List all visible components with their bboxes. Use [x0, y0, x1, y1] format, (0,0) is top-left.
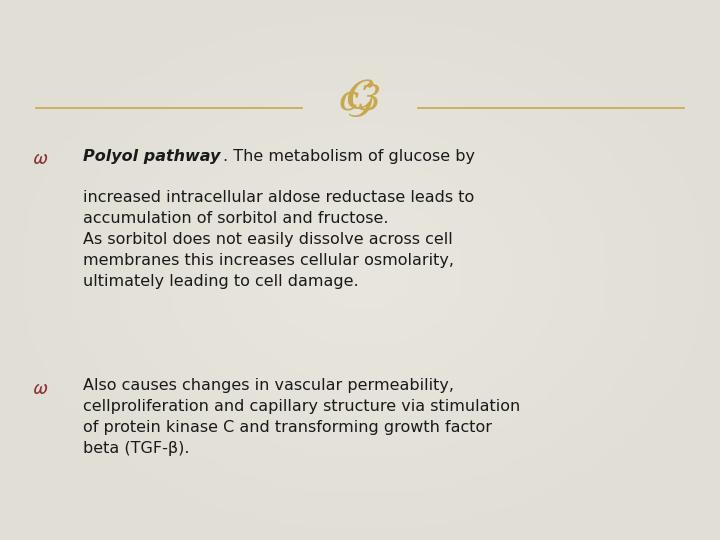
- Text: $\mathcal{\omega}$: $\mathcal{\omega}$: [32, 378, 48, 398]
- Text: Also causes changes in vascular permeability,
cellproliferation and capillary st: Also causes changes in vascular permeabi…: [83, 378, 520, 456]
- Text: c3: c3: [338, 83, 382, 117]
- Text: . The metabolism of glucose by: . The metabolism of glucose by: [223, 148, 475, 164]
- Text: increased intracellular aldose reductase leads to
accumulation of sorbitol and f: increased intracellular aldose reductase…: [83, 190, 474, 288]
- Text: $\mathcal{G}$: $\mathcal{G}$: [346, 76, 374, 121]
- Text: Polyol pathway: Polyol pathway: [83, 148, 220, 164]
- Text: $\mathcal{\omega}$: $\mathcal{\omega}$: [32, 148, 48, 168]
